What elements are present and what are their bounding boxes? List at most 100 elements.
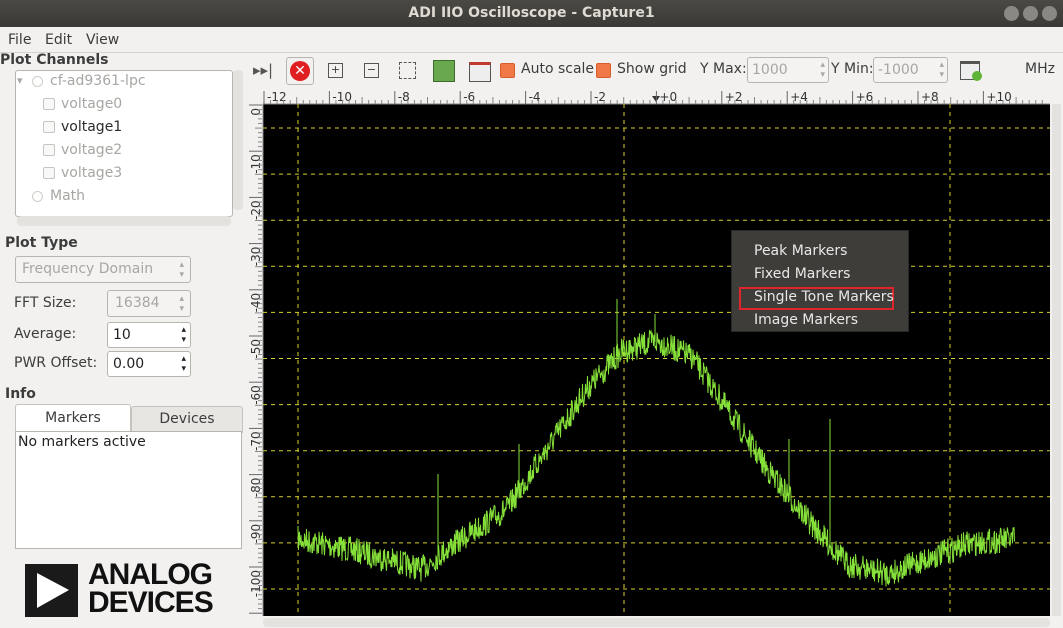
fft-size-combo[interactable]: 16384 ▴ ▾ [107, 290, 191, 317]
plot-area: -12 -10 -8 -6 -4 -2 +0 +2 +4 +6 +8 +10 0 -10 -20 -30 -40… [247, 89, 1063, 617]
setting-value: 0.00 [113, 356, 145, 372]
x-ruler-label: -6 [463, 90, 475, 104]
menu-option[interactable]: Single Tone Markers [754, 289, 894, 305]
expander: ▾ [17, 74, 23, 87]
selection-highlight [739, 287, 894, 310]
plot-scrollbar[interactable] [1052, 104, 1061, 616]
plot-canvas [263, 104, 1050, 616]
minimize-button[interactable] [1004, 6, 1019, 21]
y-ruler-label: -50 [249, 339, 263, 359]
spin-value: 1000 [752, 62, 788, 78]
y-ruler-label: -110 [249, 616, 263, 617]
tree-hscroll[interactable] [17, 216, 231, 226]
show-grid-checkbox[interactable] [596, 63, 611, 78]
x-ruler-label: +0 [659, 90, 677, 104]
y-ruler-label: -60 [249, 385, 263, 405]
checkbox-label: Show grid [617, 61, 687, 77]
checkbox[interactable] [43, 98, 55, 110]
spin-value: -1000 [878, 62, 919, 78]
pwr-offset-spin[interactable]: 0.00 ▴ ▾ [107, 351, 191, 377]
setting-value: 16384 [115, 295, 160, 311]
x-ruler-label: -2 [594, 90, 606, 104]
info-text: No markers active [18, 434, 146, 450]
x-ruler-label: +10 [986, 90, 1011, 104]
menu-item[interactable]: File [8, 32, 32, 48]
tab[interactable]: Markers [15, 404, 131, 432]
y-max-label: Y Max: [700, 61, 747, 77]
y-ruler-label: -70 [249, 431, 263, 451]
logo-triangle [37, 573, 69, 608]
setting-label: FFT Size: [14, 295, 77, 311]
y-ruler-label: -30 [249, 247, 263, 267]
zoom-out-button[interactable]: − [358, 57, 384, 83]
logo-text: DEVICES [88, 586, 214, 619]
x-ruler-label: +2 [725, 90, 743, 104]
checkbox[interactable] [43, 167, 55, 179]
tree-scrollbar[interactable] [233, 70, 243, 210]
y-ruler-label: -80 [249, 478, 263, 498]
section-heading: Info [5, 386, 36, 402]
bottom-scrollbar[interactable] [263, 618, 1050, 627]
channel-item[interactable]: voltage2 [61, 142, 123, 158]
setting-label: PWR Offset: [14, 355, 98, 371]
y-min-spin[interactable]: -1000 ▴ ▾ [873, 57, 948, 83]
menu-item[interactable]: Edit [45, 32, 73, 48]
device-item[interactable]: cf-ad9361-lpc [50, 73, 146, 89]
zoom-fit-button[interactable] [394, 57, 420, 83]
checkbox-label: Auto scale [521, 61, 595, 77]
stop-button[interactable]: ✕ [286, 57, 314, 85]
window-title: ADI IIO Oscilloscope - Capture1 [408, 5, 655, 21]
checkbox[interactable] [43, 144, 55, 156]
x-ruler-label: +4 [790, 90, 808, 104]
plot-type-combo[interactable]: Frequency Domain ▴ ▾ [15, 256, 191, 283]
title-bar [0, 0, 1063, 27]
tab[interactable]: Devices [131, 406, 243, 433]
channel-item[interactable]: voltage0 [61, 96, 123, 112]
menu-option[interactable]: Peak Markers [754, 243, 848, 259]
setting-label: Average: [14, 326, 77, 342]
x-ruler-label: -4 [529, 90, 541, 104]
checkbox[interactable] [43, 121, 55, 133]
average-spin[interactable]: 10 ▴ ▾ [107, 322, 191, 348]
menu-item[interactable]: View [86, 32, 120, 48]
menu-option[interactable]: Image Markers [754, 312, 858, 328]
combo-value: Frequency Domain [22, 261, 154, 277]
math-item[interactable]: Math [50, 188, 86, 204]
menu-border [0, 52, 1063, 53]
zoom-in-button[interactable]: + [322, 57, 348, 83]
setting-value: 10 [113, 327, 131, 343]
fullscreen-button[interactable] [466, 57, 492, 83]
y-ruler-label: -40 [249, 293, 263, 313]
y-ruler-label: -90 [249, 524, 263, 544]
section-heading: Plot Type [5, 235, 78, 251]
play-button[interactable]: ▸▸| [252, 61, 274, 79]
y-min-label: Y Min: [831, 61, 874, 77]
y-max-spin[interactable]: 1000 ▴ ▾ [747, 57, 829, 83]
add-plot-button[interactable] [957, 57, 983, 83]
info-text-box: No markers active [15, 431, 242, 549]
x-ruler-label: -8 [398, 90, 410, 104]
radio[interactable] [32, 76, 43, 87]
radio[interactable] [32, 191, 43, 202]
y-ruler-label: 0 [249, 108, 263, 116]
grid [263, 104, 1050, 616]
unit-label: MHz [1025, 61, 1055, 77]
maximize-button[interactable] [1023, 6, 1038, 21]
save-button[interactable] [430, 57, 456, 83]
logo-text: ANALOG [88, 558, 213, 591]
menu-option[interactable]: Fixed Markers [754, 266, 851, 282]
x-ruler-label: -10 [332, 90, 352, 104]
channel-item[interactable]: voltage1 [61, 119, 123, 135]
spectrum-trace [297, 329, 1016, 587]
close-button[interactable] [1042, 6, 1057, 21]
y-ruler-label: -20 [249, 200, 263, 220]
x-ruler-label: +8 [921, 90, 939, 104]
y-ruler-label: -10 [249, 154, 263, 174]
channel-tree [15, 70, 233, 217]
channel-item[interactable]: voltage3 [61, 165, 123, 181]
auto-scale-checkbox[interactable] [500, 63, 515, 78]
context-menu: Peak Markers Fixed Markers Single Tone M… [731, 230, 909, 332]
section-heading: Plot Channels [0, 52, 109, 68]
